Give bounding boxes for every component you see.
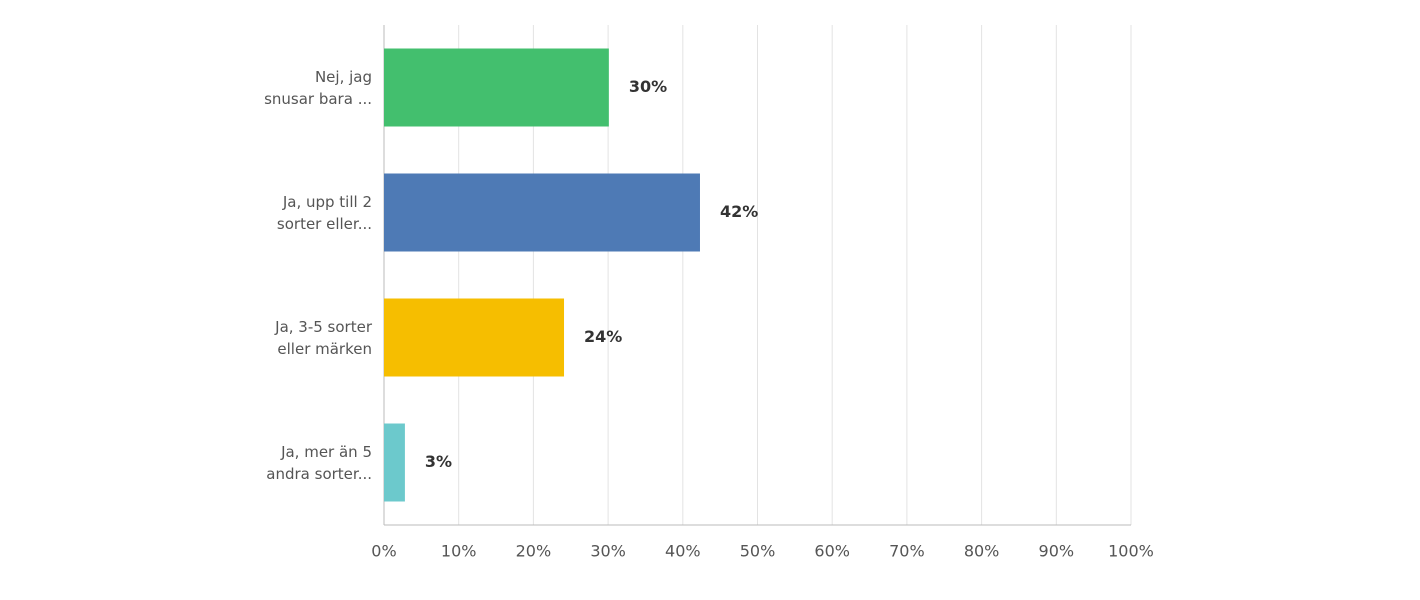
data-label: 3%: [425, 452, 452, 471]
y-tick-label: Ja, upp till 2 sorter eller...: [276, 192, 372, 233]
data-label: 24%: [584, 327, 622, 346]
x-tick-label: 50%: [740, 542, 776, 561]
x-tick-label: 0%: [371, 542, 396, 561]
y-tick-label: Nej, jag snusar bara ...: [264, 67, 372, 108]
bar: [384, 423, 405, 502]
x-tick-label: 70%: [889, 542, 925, 561]
bar: [384, 173, 700, 252]
x-tick-label: 60%: [814, 542, 850, 561]
x-tick-label: 10%: [441, 542, 477, 561]
y-tick-label: Ja, mer än 5 andra sorter...: [266, 442, 372, 483]
x-tick-label: 100%: [1108, 542, 1154, 561]
x-tick-label: 20%: [516, 542, 552, 561]
data-label: 42%: [720, 202, 758, 221]
x-tick-label: 30%: [590, 542, 626, 561]
y-tick-label: Ja, 3-5 sorter eller märken: [275, 317, 372, 358]
x-tick-label: 90%: [1039, 542, 1075, 561]
x-tick-label: 80%: [964, 542, 1000, 561]
bar: [384, 48, 609, 127]
bar: [384, 298, 565, 377]
data-label: 30%: [629, 77, 667, 96]
x-tick-label: 40%: [665, 542, 701, 561]
